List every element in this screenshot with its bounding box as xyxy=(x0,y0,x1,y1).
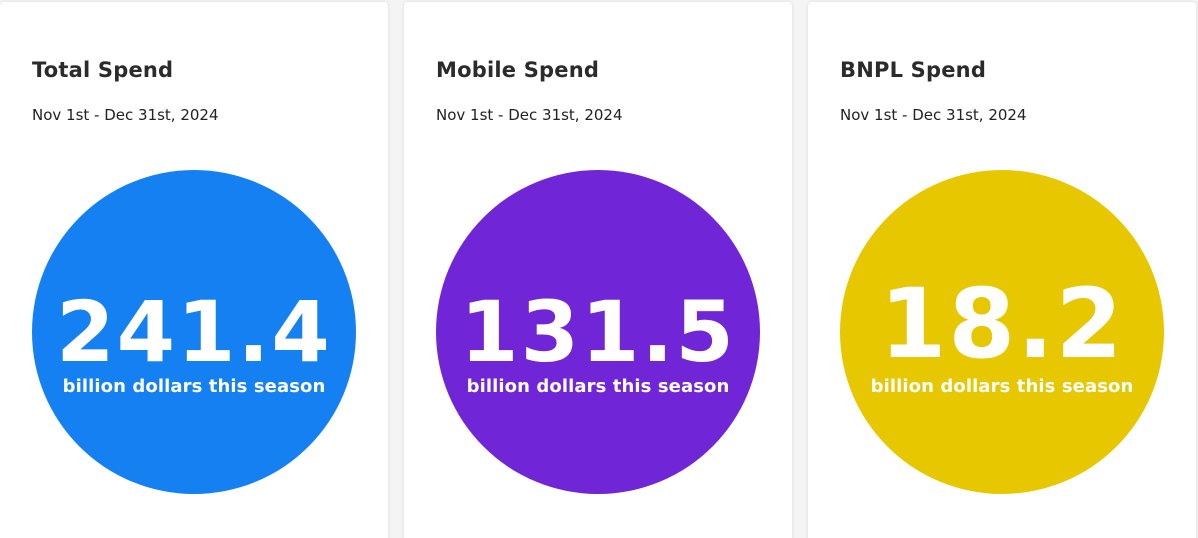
value-circle: 18.2 billion dollars this season xyxy=(840,170,1164,494)
card-date-range: Nov 1st - Dec 31st, 2024 xyxy=(32,106,219,124)
card-date-range: Nov 1st - Dec 31st, 2024 xyxy=(840,106,1027,124)
spend-caption: billion dollars this season xyxy=(870,376,1134,397)
total-spend-card: Total Spend Nov 1st - Dec 31st, 2024 241… xyxy=(0,2,388,538)
spend-value: 18.2 xyxy=(879,268,1125,380)
card-title: Mobile Spend xyxy=(436,58,600,82)
value-circle: 131.5 billion dollars this season xyxy=(436,170,760,494)
mobile-spend-card: Mobile Spend Nov 1st - Dec 31st, 2024 13… xyxy=(404,2,792,538)
card-title: Total Spend xyxy=(32,58,174,82)
value-circle: 241.4 billion dollars this season xyxy=(32,170,356,494)
spend-caption: billion dollars this season xyxy=(62,376,326,397)
spend-value: 241.4 xyxy=(56,283,332,381)
bnpl-spend-card: BNPL Spend Nov 1st - Dec 31st, 2024 18.2… xyxy=(808,2,1196,538)
card-date-range: Nov 1st - Dec 31st, 2024 xyxy=(436,106,623,124)
spend-caption: billion dollars this season xyxy=(466,376,730,397)
card-title: BNPL Spend xyxy=(840,58,987,82)
spend-value: 131.5 xyxy=(460,283,736,381)
